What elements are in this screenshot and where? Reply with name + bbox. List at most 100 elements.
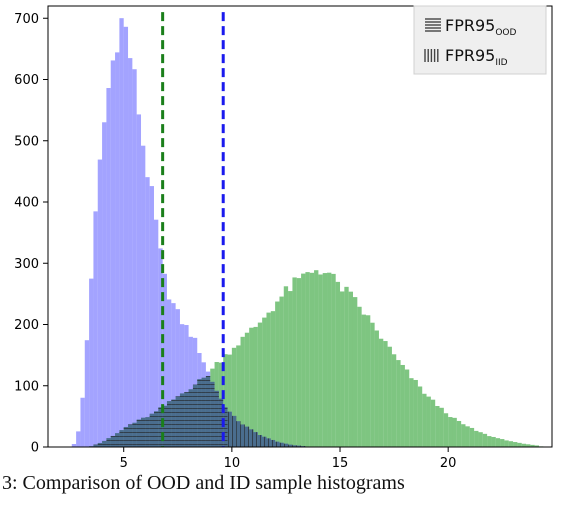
- ood-histogram-bar: [314, 270, 319, 447]
- ood-histogram-bar: [422, 393, 427, 447]
- overlap-hatch: [257, 435, 263, 447]
- ood-histogram-bar: [357, 306, 362, 447]
- y-tick-label: 500: [14, 134, 39, 149]
- y-tick-label: 300: [14, 257, 39, 272]
- ood-histogram-bar: [456, 420, 462, 447]
- ood-histogram-bar: [296, 278, 302, 447]
- ood-histogram-bar: [331, 273, 336, 447]
- id-histogram-bar: [141, 145, 146, 447]
- overlap-hatch: [223, 407, 228, 447]
- ood-histogram-bar: [279, 296, 284, 447]
- ood-histogram-bar: [227, 354, 232, 447]
- x-tick-label: 15: [332, 456, 349, 470]
- ood-histogram-bar: [487, 436, 492, 447]
- overlap-hatch: [214, 390, 219, 447]
- y-tick-label: 0: [31, 441, 39, 456]
- ood-histogram-bar: [361, 314, 366, 447]
- id-histogram-bar: [179, 324, 185, 447]
- x-tick-label: 5: [120, 456, 128, 470]
- id-histogram-bar: [80, 397, 85, 447]
- ood-histogram-bar: [257, 322, 263, 447]
- overlap-hatch: [236, 421, 241, 447]
- ood-histogram-bar: [495, 438, 501, 447]
- overlap-hatch: [141, 417, 146, 447]
- id-histogram-bar: [153, 219, 159, 447]
- overlap-hatch: [296, 445, 302, 447]
- overlap-hatch: [158, 407, 163, 447]
- overlap-hatch: [262, 436, 267, 447]
- ood-histogram-bar: [452, 417, 457, 447]
- ood-histogram-bar: [283, 286, 289, 447]
- overlap-hatch: [231, 415, 237, 447]
- overlap-hatch: [184, 392, 189, 447]
- id-histogram-bar: [175, 309, 180, 447]
- overlap-hatch: [197, 379, 202, 447]
- overlap-hatch: [240, 424, 245, 447]
- overlap-hatch: [210, 381, 215, 447]
- ood-histogram-bar: [383, 341, 388, 447]
- ood-histogram-bar: [374, 330, 379, 447]
- ood-histogram-bar: [288, 291, 293, 447]
- overlap-hatch: [292, 445, 297, 447]
- id-histogram-bar: [145, 177, 150, 448]
- ood-histogram-bar: [417, 386, 423, 447]
- ood-histogram-bar: [491, 436, 496, 447]
- overlap-hatch: [188, 389, 193, 447]
- legend-box: [413, 5, 547, 75]
- ood-histogram-bar: [409, 378, 414, 447]
- ood-histogram-bar: [435, 406, 440, 447]
- ood-histogram-bar: [344, 286, 349, 447]
- overlap-hatch: [266, 438, 271, 447]
- ood-histogram-bar: [266, 312, 271, 447]
- legend-hatch-horizontal-icon: [425, 18, 441, 32]
- threshold-lines: [161, 12, 225, 447]
- ood-histogram-bar: [270, 311, 276, 447]
- id-histogram-bar: [166, 299, 172, 447]
- ood-histogram-bar: [513, 442, 518, 447]
- overlap-hatch: [123, 426, 129, 447]
- overlap-hatch: [97, 442, 103, 447]
- ood-histogram-bar: [504, 440, 509, 447]
- overlap-hatch: [93, 444, 98, 447]
- id-histogram-bar: [76, 431, 81, 447]
- ood-histogram-bar: [348, 291, 353, 447]
- overlap-hatch: [132, 422, 137, 447]
- ood-histogram-bar: [262, 317, 267, 447]
- ood-histogram-bar: [240, 336, 245, 447]
- ood-histogram-bar: [461, 424, 466, 447]
- ood-histogram-bar: [352, 297, 358, 447]
- id-histogram-bar: [97, 159, 103, 447]
- id-histogram-bar: [110, 60, 116, 447]
- overlap-hatch: [279, 442, 284, 447]
- overlap-hatch: [136, 419, 142, 447]
- ood-histogram-bar: [322, 273, 328, 447]
- y-tick-label: 700: [14, 12, 39, 27]
- ood-histogram-bar: [387, 346, 392, 447]
- ood-histogram-bar: [443, 413, 449, 447]
- legend-entry-label: FPR95OOD: [445, 16, 516, 38]
- overlap-hatch: [192, 384, 198, 447]
- ood-histogram-bar: [413, 379, 418, 447]
- ood-histogram-bar: [292, 277, 297, 447]
- overlap-hatch: [162, 405, 167, 447]
- ood-histogram-bar: [478, 432, 483, 447]
- id-histogram-bar: [149, 186, 154, 447]
- ood-histogram-bar: [236, 345, 241, 447]
- overlap-hatch: [115, 433, 120, 447]
- overlap-hatch: [201, 377, 206, 447]
- ood-histogram-bar: [396, 360, 401, 447]
- overlap-hatch: [110, 435, 116, 447]
- overlap-hatch: [205, 376, 211, 447]
- ood-histogram-bar: [244, 332, 250, 447]
- ood-histogram-bar: [439, 407, 444, 447]
- ood-histogram-bar: [526, 444, 531, 447]
- overlap-hatch: [244, 426, 250, 447]
- ood-histogram-bar: [327, 272, 332, 447]
- id-histogram-bar: [71, 444, 77, 447]
- y-tick-label: 600: [14, 73, 39, 88]
- ood-histogram-bar: [275, 301, 280, 447]
- overlap-hatch: [119, 430, 124, 447]
- overlap-hatch: [249, 429, 254, 447]
- overlap-hatching: [89, 376, 310, 447]
